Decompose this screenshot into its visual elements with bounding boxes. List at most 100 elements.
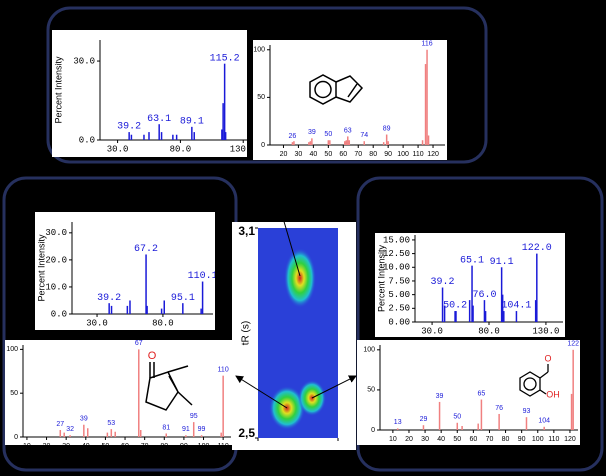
peak-label: 104 <box>538 418 550 425</box>
y-tick-label: 0 <box>261 142 265 149</box>
gc-axes: 21,4 21,8 2,5 3,1 tR (min) tR (s) <box>238 224 350 463</box>
chart-background <box>35 212 215 330</box>
peak-label: 50 <box>453 414 461 421</box>
x-tick-label: 130.0 <box>532 326 559 336</box>
x-tick-label: 20 <box>405 436 413 443</box>
peak-label: 89.1 <box>180 116 204 127</box>
x-tick-label: 40 <box>82 443 90 450</box>
y-tick-label: 100 <box>363 347 375 354</box>
x-tick-label: 80.0 <box>170 144 192 154</box>
structure-indene <box>309 74 364 105</box>
peak-label: 110.1 <box>188 271 218 282</box>
x-tick-label: 30 <box>295 151 303 158</box>
peak-label: 95.1 <box>171 293 195 304</box>
peak-label: 95 <box>190 413 198 420</box>
peak-label: 39 <box>80 416 88 423</box>
atom: O <box>148 350 157 362</box>
y-tick-label: 50 <box>367 387 375 394</box>
x-tick-label: 110 <box>412 151 423 158</box>
peak-label: 32 <box>66 426 74 433</box>
arrow <box>311 375 357 399</box>
arrow <box>266 166 301 277</box>
x-tick-label: 100 <box>532 436 544 443</box>
atom: O <box>544 353 551 363</box>
peak-label: 99 <box>198 426 206 433</box>
x-tick-label: 60 <box>469 436 477 443</box>
x-tick-label: 90 <box>384 151 392 158</box>
peak-label: 89 <box>383 125 391 132</box>
peak-label: 39.2 <box>431 277 455 288</box>
y-tick-label: 2.50 <box>388 304 410 314</box>
x-tick-label: 60 <box>339 151 347 158</box>
y-tick-label: 2,5 <box>238 426 255 440</box>
y-tick-label: 0 <box>371 427 375 434</box>
x-tick-label: 50 <box>102 443 110 450</box>
y-tick-label: 100 <box>6 346 18 353</box>
peak-label: 26 <box>289 133 297 140</box>
x-tick-label: 50 <box>324 151 332 158</box>
y-tick-label: 10.0 <box>45 282 67 292</box>
x-tick-label: 80 <box>502 436 510 443</box>
x-tick-label: 70 <box>354 151 362 158</box>
x-tick-label: 110 <box>218 443 229 450</box>
x-tick-label: 70 <box>141 443 149 450</box>
peak-label: 115.2 <box>210 53 240 64</box>
y-tick-label: 20.0 <box>45 255 67 265</box>
peak-label: 67 <box>135 340 143 347</box>
peak-label: 53 <box>107 420 115 427</box>
spectrum-chart: 0.00 2.50 5.00 7.50 10.00 12.50 15.00 30.0 80.0 1… <box>375 233 565 337</box>
peak-label: 76 <box>495 405 503 412</box>
x-tick-label: 21,4 <box>246 448 270 462</box>
y-tick-label: 5.00 <box>388 290 410 300</box>
x-tick-label: 30.0 <box>86 318 108 328</box>
peak-label: 39.2 <box>117 122 141 133</box>
x-tick-label: 80 <box>160 443 168 450</box>
x-tick-label: 80.0 <box>152 318 174 328</box>
y-tick-label: 0.0 <box>51 309 67 319</box>
peak-label: 39 <box>308 129 316 136</box>
chart-background <box>253 40 447 160</box>
x-tick-label: 10 <box>389 436 397 443</box>
peak-label: 65.1 <box>460 255 484 266</box>
y-tick-label: 12.50 <box>383 249 410 259</box>
y-tick-label: 30.0 <box>73 56 95 66</box>
y-tick-label: 0.00 <box>388 317 410 327</box>
atom: OH <box>546 389 560 399</box>
structure-cyclopentenone <box>145 362 193 411</box>
peak-label: 63.1 <box>147 114 171 125</box>
x-tick-label: 20 <box>280 151 288 158</box>
peak-label: 39.2 <box>97 293 121 304</box>
arrow <box>235 375 288 409</box>
peak-label: 13 <box>394 419 402 426</box>
y-axis-label: tR (s) <box>241 321 252 345</box>
x-tick-label: 30.0 <box>107 144 129 154</box>
x-tick-label: 21,8 <box>326 448 350 462</box>
x-tick-label: 10 <box>23 443 31 450</box>
peak-label: 104.1 <box>501 301 531 312</box>
x-tick-label: 30.0 <box>421 326 443 336</box>
peak-label: 93 <box>523 408 531 415</box>
y-tick-label: 3,1 <box>238 224 255 238</box>
y-tick-label: 100 <box>253 47 265 54</box>
peak-label: 110 <box>218 367 229 374</box>
x-tick-label: 100 <box>198 443 210 450</box>
peak-label: 76.0 <box>472 290 496 301</box>
x-tick-label: 130.0 <box>230 144 257 154</box>
x-tick-label: 80.0 <box>478 326 500 336</box>
x-axis-label: tR (min) <box>280 453 316 464</box>
y-tick-label: 15.00 <box>383 235 410 245</box>
y-tick-label: 30.0 <box>45 228 67 238</box>
y-tick-label: 7.50 <box>388 276 410 286</box>
x-tick-label: 70 <box>486 436 494 443</box>
peak-label: 63 <box>344 127 352 134</box>
peak-label: 74 <box>360 132 368 139</box>
x-tick-label: 80 <box>369 151 377 158</box>
peak-label: 29 <box>420 416 428 423</box>
peak-label: 50.2 <box>443 301 467 312</box>
y-tick-label: 0 <box>14 434 18 441</box>
x-tick-label: 50 <box>453 436 461 443</box>
x-tick-label: 40 <box>437 436 445 443</box>
structure-salicylaldehyde <box>519 364 549 397</box>
peak-label: 39 <box>436 393 444 400</box>
